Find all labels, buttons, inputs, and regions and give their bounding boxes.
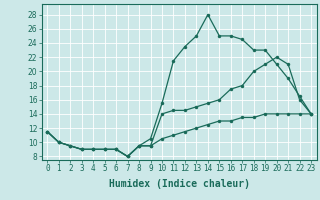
X-axis label: Humidex (Indice chaleur): Humidex (Indice chaleur) bbox=[109, 179, 250, 189]
